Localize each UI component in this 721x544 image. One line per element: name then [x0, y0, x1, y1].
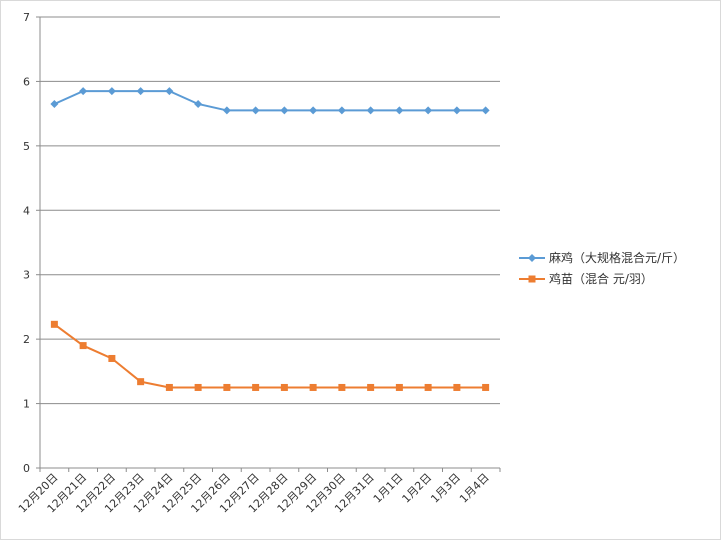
legend-marker — [528, 254, 536, 262]
legend: 麻鸡（大规格混合元/斤） 鸡苗（混合 元/羽） — [519, 250, 685, 286]
y-tick-label: 5 — [23, 140, 30, 153]
y-tick-label: 7 — [23, 11, 30, 24]
data-point — [107, 87, 116, 96]
data-point — [424, 383, 432, 391]
data-point — [280, 106, 289, 115]
data-point — [222, 106, 231, 115]
data-point — [366, 106, 375, 115]
gridlines — [40, 16, 500, 405]
data-point — [395, 106, 404, 115]
series-2 — [50, 320, 490, 391]
y-tick-label: 3 — [23, 269, 30, 282]
data-point — [165, 87, 174, 96]
y-tick-label: 6 — [23, 75, 30, 88]
data-point — [453, 383, 461, 391]
data-point — [165, 383, 173, 391]
legend-item: 麻鸡（大规格混合元/斤） — [519, 250, 685, 265]
legend-label: 鸡苗（混合 元/羽） — [549, 271, 653, 286]
data-point — [280, 383, 288, 391]
data-point — [482, 383, 490, 391]
legend-label: 麻鸡（大规格混合元/斤） — [549, 250, 685, 265]
data-point — [338, 383, 346, 391]
data-point — [136, 87, 145, 96]
data-point — [137, 378, 145, 386]
data-point — [309, 383, 317, 391]
data-point — [452, 106, 461, 115]
data-point — [50, 99, 59, 108]
y-tick-label: 2 — [23, 333, 30, 346]
legend-marker — [528, 275, 536, 283]
data-point — [252, 383, 260, 391]
data-point — [223, 383, 231, 391]
data-point — [194, 99, 203, 108]
series-line — [53, 90, 486, 112]
y-tick-label: 4 — [23, 204, 30, 217]
data-point — [79, 87, 88, 96]
data-point — [481, 106, 490, 115]
data-point — [424, 106, 433, 115]
y-tick-label: 1 — [23, 398, 30, 411]
y-tick-label: 0 — [23, 462, 30, 475]
legend-item: 鸡苗（混合 元/羽） — [519, 271, 653, 286]
data-point — [79, 342, 87, 350]
data-point — [395, 383, 403, 391]
series-1 — [50, 87, 490, 115]
data-point — [309, 106, 318, 115]
data-point — [108, 354, 116, 362]
data-point — [337, 106, 346, 115]
series-line — [53, 323, 486, 389]
data-point — [367, 383, 375, 391]
data-point — [50, 320, 58, 328]
data-point — [251, 106, 260, 115]
series-group — [50, 87, 490, 391]
data-point — [194, 383, 202, 391]
